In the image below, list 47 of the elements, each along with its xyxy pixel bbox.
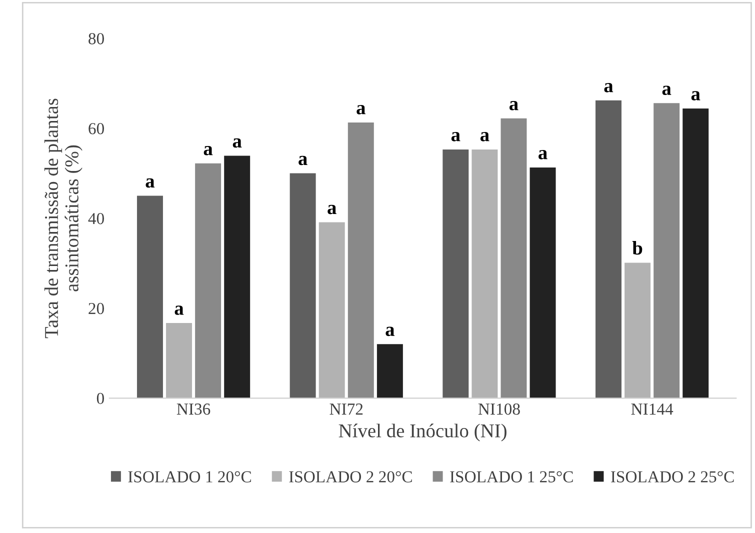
bar — [290, 173, 316, 398]
legend-label: ISOLADO 2 20°C — [289, 471, 412, 482]
y-tick-label: 80 — [88, 33, 104, 44]
legend-label: ISOLADO 1 20°C — [128, 471, 251, 482]
bar — [442, 149, 469, 398]
bar — [376, 344, 403, 398]
data-label: a — [510, 100, 518, 110]
bar — [348, 122, 374, 398]
bar — [224, 156, 250, 398]
x-tick-label: NI108 — [478, 403, 520, 415]
y-tick-label: 40 — [88, 212, 104, 224]
data-label: a — [328, 204, 336, 214]
y-tick-label: 0 — [96, 392, 104, 404]
y-axis-title: Taxa de transmissão de plantas assintomáticas (%) — [44, 98, 82, 338]
data-label: a — [298, 156, 308, 166]
data-label: a — [538, 150, 548, 160]
data-label: a — [146, 178, 155, 188]
x-tick-label: NI72 — [330, 404, 363, 415]
legend-label: ISOLADO 2 25°C — [610, 471, 734, 482]
bar — [682, 108, 709, 398]
bar — [166, 323, 192, 398]
data-label: a — [662, 86, 672, 96]
bar — [530, 167, 556, 398]
data-label: b — [632, 240, 642, 255]
bar — [472, 149, 498, 398]
x-tick-label: NI144 — [631, 404, 674, 415]
data-label: a — [451, 132, 460, 142]
bar — [596, 100, 622, 398]
data-label: a — [204, 146, 213, 156]
y-tick-label: 60 — [88, 123, 104, 134]
data-label: a — [232, 138, 242, 148]
bar — [500, 118, 527, 398]
data-label: a — [386, 326, 395, 336]
bar — [624, 262, 651, 398]
data-label: a — [691, 91, 700, 100]
legend-label: ISOLADO 1 25°C — [450, 471, 573, 482]
bar — [318, 222, 345, 398]
y-tick-label: 20 — [88, 302, 104, 314]
x-axis-title: Nível de Inóculo (NI) — [338, 424, 506, 442]
bar — [654, 103, 680, 398]
bar — [195, 163, 222, 398]
bar — [136, 196, 163, 398]
data-label: a — [604, 83, 614, 92]
data-label: a — [480, 132, 490, 142]
data-label: a — [356, 105, 366, 114]
data-label: a — [174, 306, 184, 315]
x-tick-label: NI36 — [176, 404, 210, 415]
